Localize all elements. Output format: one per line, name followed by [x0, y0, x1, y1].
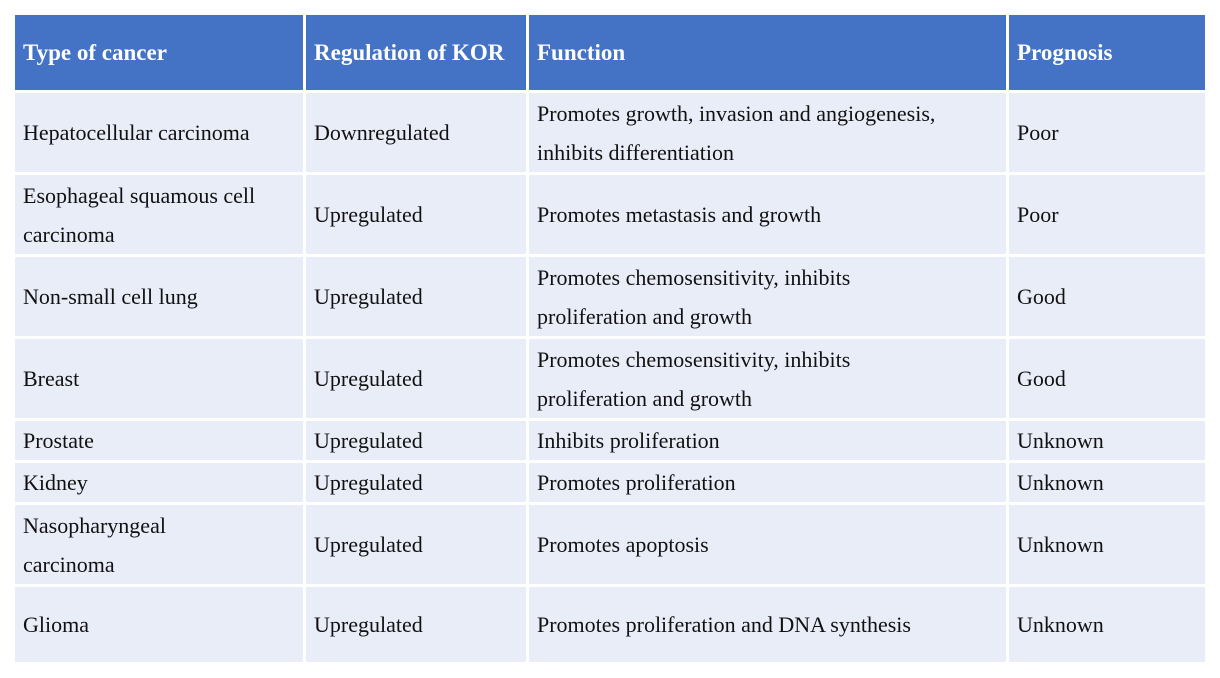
header-regulation-of-kor: Regulation of KOR: [306, 15, 526, 90]
cell-function: Promotes proliferation and DNA synthesis: [529, 587, 1006, 662]
cell-type: Kidney: [15, 463, 303, 502]
cell-regulation: Upregulated: [306, 339, 526, 418]
cell-function: Promotes chemosensitivity, inhibits prol…: [529, 339, 1006, 418]
cell-regulation: Upregulated: [306, 175, 526, 254]
cell-type: Prostate: [15, 421, 303, 460]
cell-regulation: Upregulated: [306, 421, 526, 460]
cell-type: Glioma: [15, 587, 303, 662]
cell-regulation: Upregulated: [306, 587, 526, 662]
cell-regulation: Downregulated: [306, 93, 526, 172]
cell-prognosis: Good: [1009, 339, 1205, 418]
cell-prognosis: Unknown: [1009, 587, 1205, 662]
cell-prognosis: Unknown: [1009, 421, 1205, 460]
cell-prognosis: Poor: [1009, 93, 1205, 172]
cell-function: Promotes proliferation: [529, 463, 1006, 502]
cell-function: Promotes chemosensitivity, inhibits prol…: [529, 257, 1006, 336]
table-row: Nasopharyngeal carcinoma Upregulated Pro…: [15, 505, 1205, 584]
cell-type: Esophageal squamous cell carcinoma: [15, 175, 303, 254]
table-row: Prostate Upregulated Inhibits proliferat…: [15, 421, 1205, 460]
cell-prognosis: Poor: [1009, 175, 1205, 254]
header-row: Type of cancer Regulation of KOR Functio…: [15, 15, 1205, 90]
table-row: Non-small cell lung Upregulated Promotes…: [15, 257, 1205, 336]
cell-regulation: Upregulated: [306, 463, 526, 502]
cell-regulation: Upregulated: [306, 257, 526, 336]
cell-type: Nasopharyngeal carcinoma: [15, 505, 303, 584]
table-row: Kidney Upregulated Promotes proliferatio…: [15, 463, 1205, 502]
cell-prognosis: Good: [1009, 257, 1205, 336]
table-row: Hepatocellular carcinoma Downregulated P…: [15, 93, 1205, 172]
table-row: Glioma Upregulated Promotes proliferatio…: [15, 587, 1205, 662]
header-prognosis: Prognosis: [1009, 15, 1205, 90]
cell-type: Breast: [15, 339, 303, 418]
cell-prognosis: Unknown: [1009, 463, 1205, 502]
cell-function: Inhibits proliferation: [529, 421, 1006, 460]
cell-type: Hepatocellular carcinoma: [15, 93, 303, 172]
cell-function: Promotes metastasis and growth: [529, 175, 1006, 254]
kor-cancer-table: Type of cancer Regulation of KOR Functio…: [12, 12, 1208, 665]
cell-type: Non-small cell lung: [15, 257, 303, 336]
table-row: Breast Upregulated Promotes chemosensiti…: [15, 339, 1205, 418]
table-row: Esophageal squamous cell carcinoma Upreg…: [15, 175, 1205, 254]
cell-prognosis: Unknown: [1009, 505, 1205, 584]
header-type-of-cancer: Type of cancer: [15, 15, 303, 90]
cell-function: Promotes growth, invasion and angiogenes…: [529, 93, 1006, 172]
header-function: Function: [529, 15, 1006, 90]
cell-regulation: Upregulated: [306, 505, 526, 584]
cell-function: Promotes apoptosis: [529, 505, 1006, 584]
